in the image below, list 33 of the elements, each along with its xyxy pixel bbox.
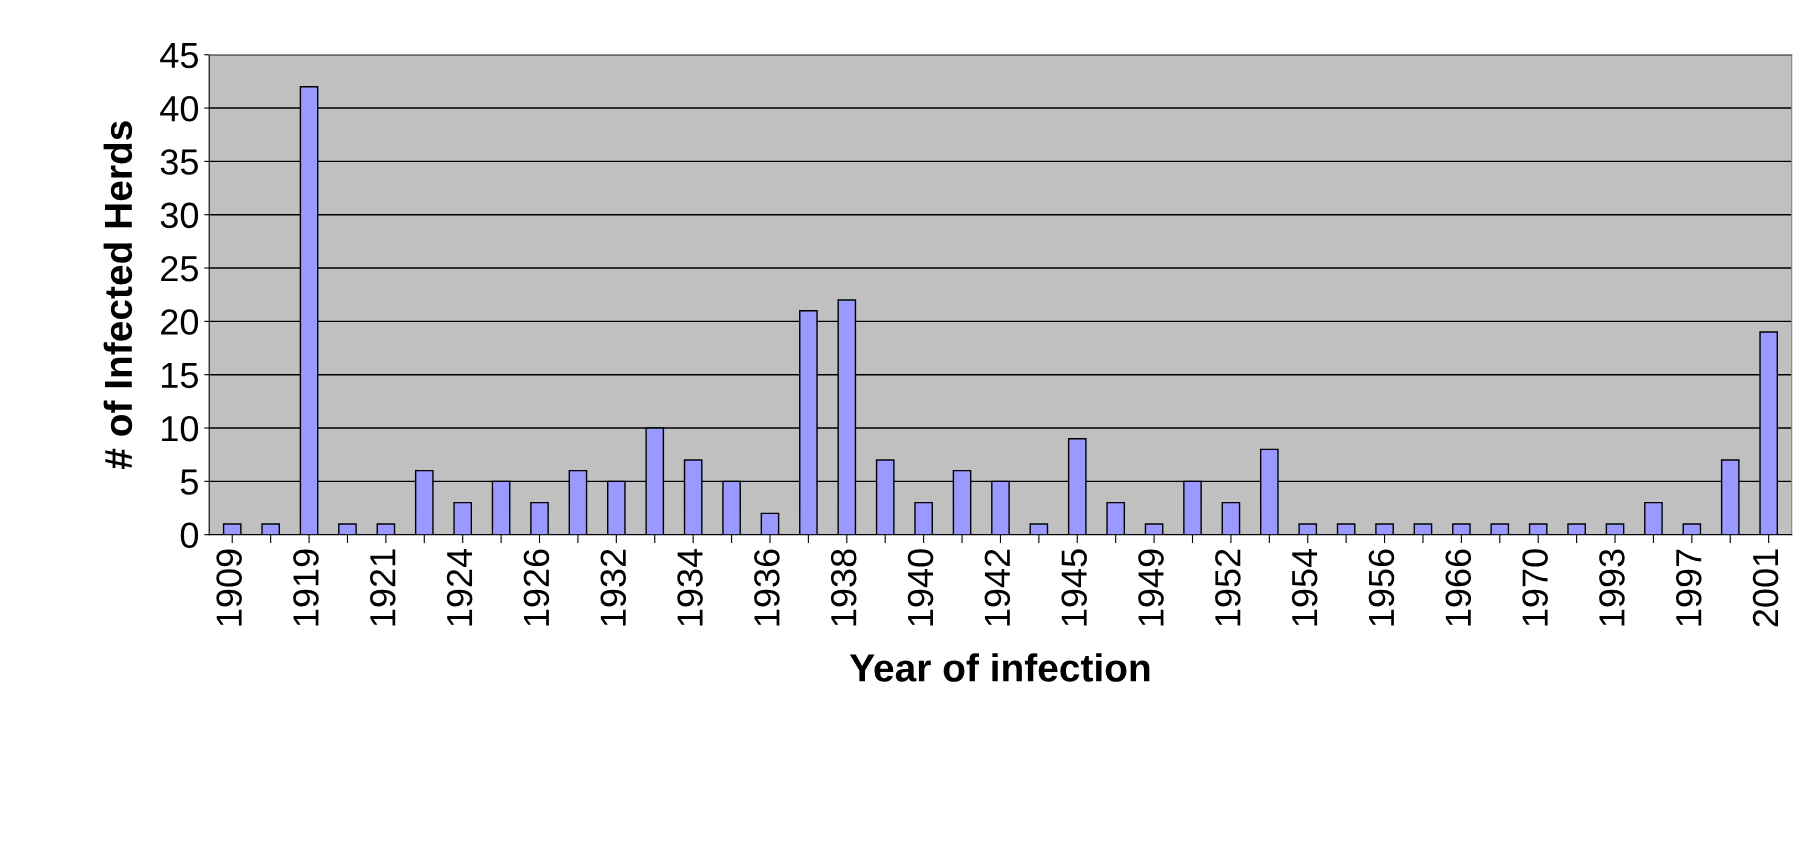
y-tick-label: 45 bbox=[160, 42, 198, 69]
x-tick-label: 1970 bbox=[1522, 549, 1548, 626]
x-tick-label: 1924 bbox=[446, 548, 473, 626]
x-tick-label: 1966 bbox=[1445, 549, 1472, 626]
x-tick-label: 2001 bbox=[1752, 549, 1779, 627]
y-tick-label: 25 bbox=[161, 255, 198, 282]
x-tick-label: 1952 bbox=[1215, 549, 1241, 626]
y-tick-label: 40 bbox=[160, 95, 199, 122]
y-tick-label: 35 bbox=[160, 149, 198, 175]
x-tick-label: 1956 bbox=[1368, 549, 1395, 626]
x-tick-label: 1926 bbox=[523, 549, 550, 626]
x-tick-label: 1909 bbox=[216, 549, 242, 626]
y-axis-title: # of Infected Herds bbox=[103, 121, 133, 470]
x-tick-label: 1945 bbox=[1061, 549, 1087, 626]
x-tick-label: 1919 bbox=[293, 549, 319, 626]
x-tick-label: 1942 bbox=[984, 549, 1011, 626]
x-tick-label: 1940 bbox=[907, 549, 934, 626]
x-tick-label: 1993 bbox=[1599, 549, 1625, 626]
y-tick-label: 10 bbox=[162, 415, 199, 442]
x-tick-label: 1949 bbox=[1138, 549, 1164, 626]
y-tick-label: 15 bbox=[162, 362, 198, 389]
x-tick-label: 1997 bbox=[1675, 549, 1702, 626]
x-tick-label: 1921 bbox=[370, 549, 396, 626]
x-tick-label: 1934 bbox=[677, 548, 703, 626]
y-tick-label: 0 bbox=[180, 522, 199, 549]
x-tick-label: 1954 bbox=[1291, 548, 1318, 626]
x-tick-label: 1936 bbox=[754, 549, 780, 626]
x-tick-label: 1932 bbox=[600, 549, 627, 626]
y-tick-label: 30 bbox=[160, 202, 199, 229]
y-tick-label: 20 bbox=[161, 309, 199, 335]
x-tick-label: 1938 bbox=[830, 549, 857, 626]
y-tick-label: 5 bbox=[180, 469, 198, 495]
x-axis-title: Year of infection bbox=[849, 653, 1150, 682]
